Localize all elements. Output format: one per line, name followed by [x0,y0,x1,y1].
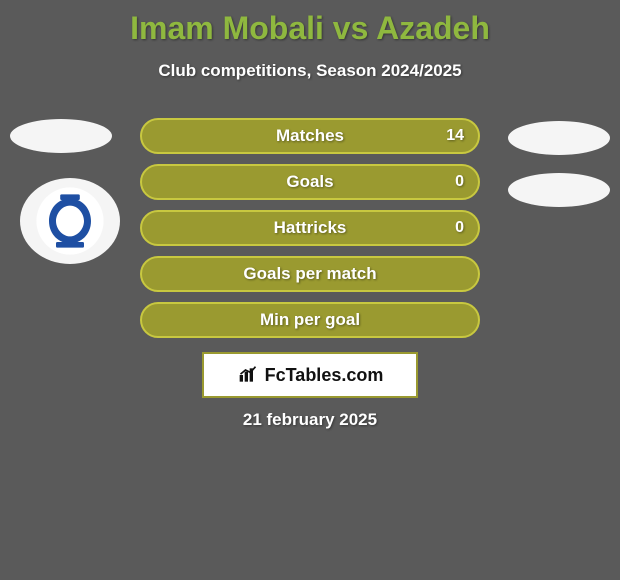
stat-label: Goals [286,172,333,192]
stat-label: Hattricks [274,218,347,238]
stat-row-goals: Goals 0 [140,164,480,200]
stat-value-right: 0 [455,173,464,191]
stat-value-right: 0 [455,219,464,237]
brand-box[interactable]: FcTables.com [202,352,418,398]
stat-label: Min per goal [260,310,360,330]
stat-label: Matches [276,126,344,146]
stat-row-min-per-goal: Min per goal [140,302,480,338]
date-text: 21 february 2025 [0,410,620,430]
player-left-club-logo [20,178,120,264]
subtitle: Club competitions, Season 2024/2025 [0,61,620,81]
comparison-card: Imam Mobali vs Azadeh Club competitions,… [0,0,620,580]
player-right-avatar-1 [508,121,610,155]
page-title: Imam Mobali vs Azadeh [0,0,620,47]
stat-label: Goals per match [243,264,376,284]
stat-row-matches: Matches 14 [140,118,480,154]
club-logo-icon [35,186,105,256]
stat-value-right: 14 [446,127,464,145]
stat-row-hattricks: Hattricks 0 [140,210,480,246]
bar-chart-icon [237,365,259,385]
brand-text: FcTables.com [265,365,384,386]
stat-rows: Matches 14 Goals 0 Hattricks 0 Goals per… [140,118,480,348]
stat-row-goals-per-match: Goals per match [140,256,480,292]
player-left-avatar-1 [10,119,112,153]
player-right-avatar-2 [508,173,610,207]
